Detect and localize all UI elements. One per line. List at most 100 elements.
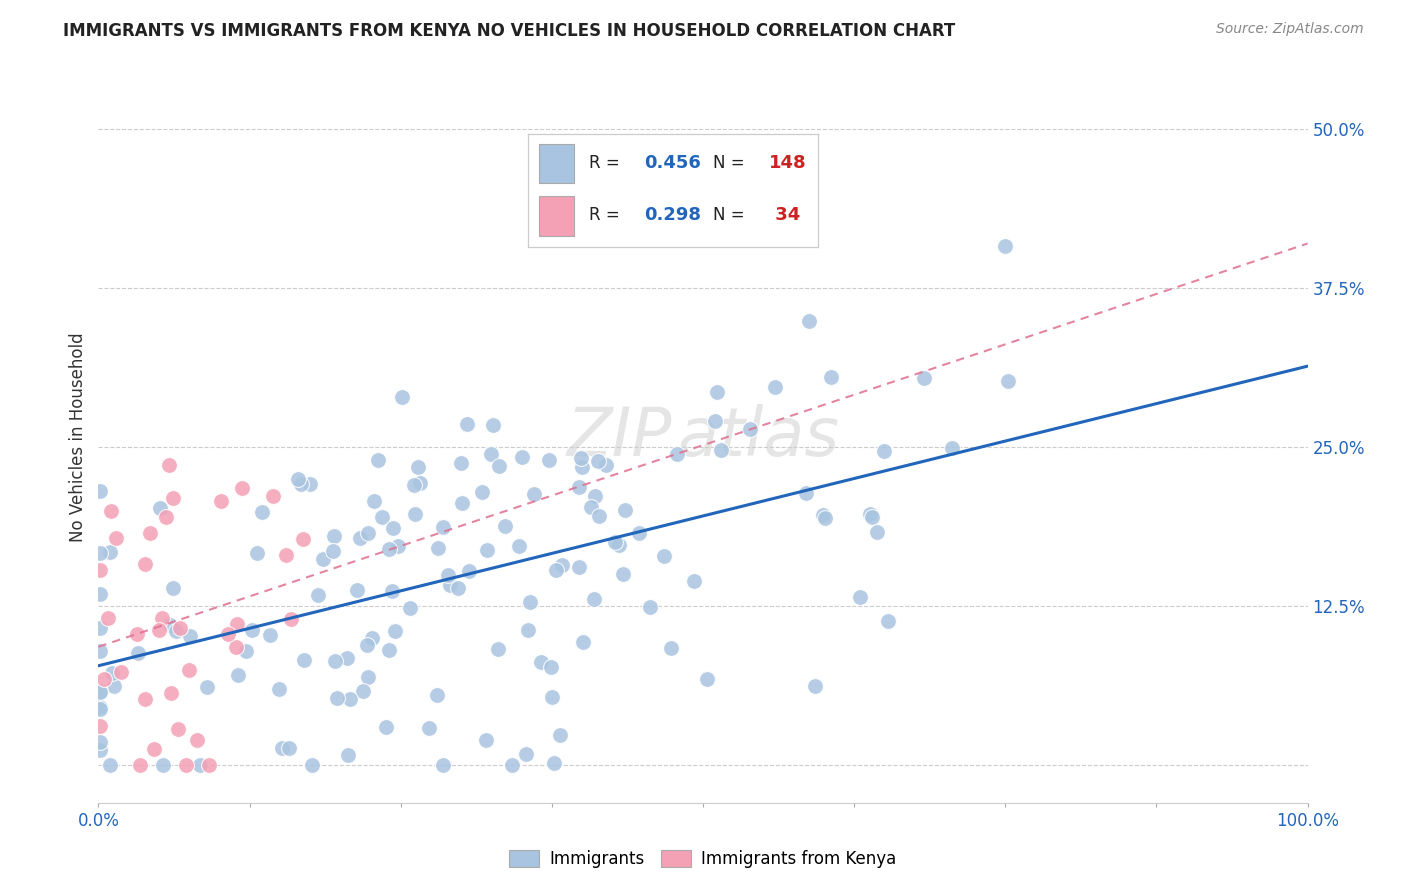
Point (471, 484, 494, 499)
Point (179, 628, 201, 642)
Point (159, 617, 181, 632)
Point (391, 390, 413, 404)
Point (813, 508, 835, 523)
Point (157, 458, 180, 472)
Point (583, 489, 606, 503)
Point (738, 422, 761, 436)
Point (352, 683, 374, 698)
Point (150, 611, 173, 625)
Point (659, 640, 682, 655)
Point (155, 510, 177, 524)
Y-axis label: No Vehicles in Household: No Vehicles in Household (69, 332, 87, 542)
Point (568, 480, 591, 494)
Point (706, 384, 728, 399)
Point (336, 651, 359, 665)
Point (375, 720, 398, 734)
Point (143, 741, 166, 756)
Point (240, 623, 263, 637)
Point (994, 239, 1017, 253)
Text: Source: ZipAtlas.com: Source: ZipAtlas.com (1216, 22, 1364, 37)
Point (89, 735, 111, 749)
Point (246, 546, 269, 560)
Point (195, 680, 218, 694)
Point (582, 591, 605, 606)
Point (387, 539, 409, 553)
Point (638, 599, 661, 614)
Point (89, 483, 111, 498)
Point (432, 520, 454, 534)
Point (479, 447, 502, 461)
Point (169, 622, 191, 636)
Point (859, 507, 882, 521)
Point (217, 627, 239, 641)
Point (225, 640, 247, 654)
Point (865, 524, 887, 539)
Point (325, 690, 347, 705)
Point (377, 643, 399, 657)
Point (406, 460, 429, 475)
Point (456, 417, 478, 431)
Point (408, 475, 430, 490)
Point (139, 525, 162, 540)
Point (89, 684, 111, 698)
Point (322, 544, 344, 558)
Point (231, 481, 253, 495)
Point (426, 688, 449, 702)
Point (384, 624, 406, 638)
Point (363, 493, 385, 508)
Point (548, 728, 571, 742)
Point (427, 541, 450, 556)
Point (262, 489, 284, 503)
Point (89, 743, 111, 757)
Point (370, 509, 392, 524)
Point (709, 443, 731, 458)
Point (129, 757, 152, 772)
Point (458, 564, 481, 578)
Point (276, 548, 298, 562)
Point (696, 673, 718, 687)
Point (450, 456, 472, 470)
Point (703, 414, 725, 428)
Point (226, 668, 249, 682)
Point (530, 656, 553, 670)
Point (627, 526, 650, 541)
Point (101, 665, 124, 680)
Point (510, 450, 533, 465)
Point (134, 691, 156, 706)
Point (357, 526, 380, 541)
Point (477, 543, 499, 558)
Point (494, 519, 516, 533)
Point (174, 757, 197, 772)
Point (89, 702, 111, 716)
Point (402, 478, 425, 492)
Point (165, 624, 187, 639)
Point (398, 601, 420, 615)
Point (571, 460, 593, 475)
Point (323, 529, 346, 543)
Point (198, 757, 221, 772)
Point (269, 682, 291, 697)
Point (523, 487, 546, 501)
Point (540, 690, 562, 704)
Point (225, 616, 247, 631)
Point (537, 452, 560, 467)
Point (447, 581, 470, 595)
Point (89, 621, 111, 635)
Point (797, 314, 820, 328)
Point (162, 491, 184, 505)
Point (849, 590, 872, 604)
Point (912, 371, 935, 385)
Text: IMMIGRANTS VS IMMIGRANTS FROM KENYA NO VEHICLES IN HOUSEHOLD CORRELATION CHART: IMMIGRANTS VS IMMIGRANTS FROM KENYA NO V… (63, 22, 956, 40)
Point (270, 740, 292, 755)
Point (110, 665, 132, 679)
Point (312, 552, 335, 566)
Point (439, 578, 461, 592)
Point (595, 458, 617, 472)
Point (432, 757, 454, 772)
Point (323, 654, 346, 668)
Point (683, 574, 706, 589)
Point (105, 531, 128, 545)
Point (519, 595, 541, 609)
Point (367, 453, 389, 467)
Point (93, 672, 115, 686)
